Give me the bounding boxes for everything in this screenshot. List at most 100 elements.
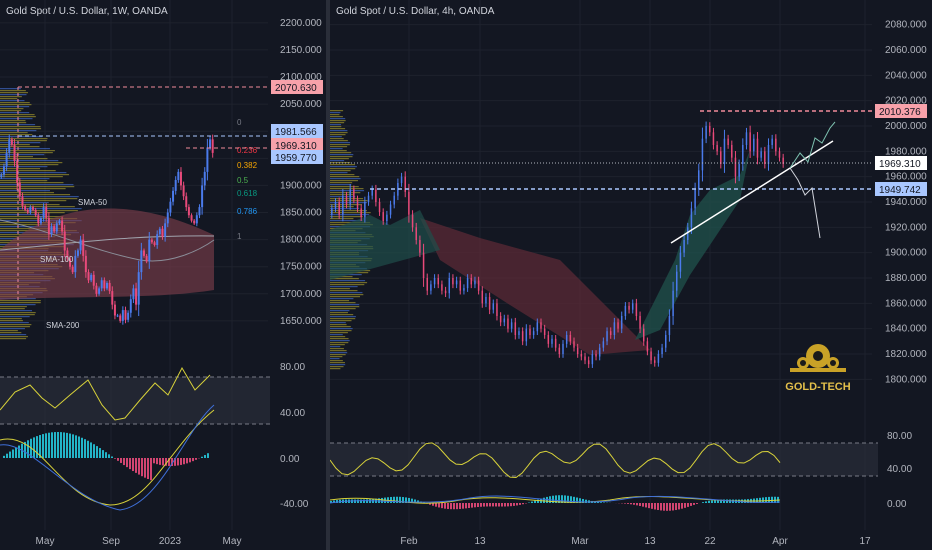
- histogram-bar: [24, 441, 26, 458]
- candle-body: [764, 151, 766, 164]
- candle-body: [356, 199, 359, 209]
- volume-profile-bar: [0, 186, 75, 188]
- histogram-bar: [396, 496, 398, 503]
- histogram-bar: [474, 503, 476, 508]
- volume-profile-bar: [330, 324, 347, 326]
- candle-body: [653, 360, 656, 363]
- candle-body: [404, 176, 406, 192]
- x-axis-tick: Sep: [102, 536, 120, 547]
- histogram-bar: [555, 495, 557, 503]
- volume-profile-bar: [0, 166, 48, 168]
- oscillator-band: [330, 443, 878, 476]
- volume-profile-bar: [0, 200, 67, 202]
- candle-body: [430, 284, 432, 291]
- volume-profile-bar: [330, 312, 348, 314]
- histogram-bar: [537, 499, 539, 503]
- histogram-bar: [177, 458, 179, 466]
- volume-profile-bar: [0, 128, 42, 130]
- histogram-bar: [381, 497, 383, 503]
- volume-profile-bar: [0, 150, 55, 152]
- volume-profile-bar: [330, 340, 350, 342]
- volume-profile-bar: [0, 106, 30, 108]
- candle-body: [0, 174, 3, 178]
- x-axis-tick: 13: [474, 536, 486, 547]
- candle-body: [609, 331, 612, 335]
- volume-profile-bar: [0, 154, 45, 156]
- candle-body: [642, 328, 645, 342]
- histogram-bar: [645, 503, 647, 508]
- candle-body: [452, 278, 454, 285]
- histogram-bar: [123, 458, 125, 466]
- histogram-bar: [534, 500, 536, 503]
- histogram-bar: [186, 458, 188, 464]
- candle-body: [21, 196, 24, 207]
- candle-body: [121, 310, 124, 321]
- volume-profile-bar: [330, 170, 351, 172]
- y-axis-tick: 2100.000: [280, 72, 322, 83]
- candle-body: [164, 223, 167, 237]
- candle-body: [16, 161, 19, 183]
- candle-body: [87, 272, 90, 281]
- weekly-chart-svg[interactable]: 2200.0002150.0002100.0002050.0002000.000…: [0, 0, 326, 550]
- histogram-bar: [201, 456, 203, 458]
- volume-profile-bar: [330, 328, 353, 330]
- y-axis-tick: 1850.000: [280, 208, 322, 219]
- candle-body: [723, 138, 726, 164]
- four-hour-chart-svg[interactable]: 2080.000 2060.000 2040.000 2020.000 2000.000…: [330, 0, 932, 550]
- y-axis-tick: 2000.000: [885, 121, 927, 132]
- sma-annotation: SMA-200: [46, 321, 80, 330]
- histogram-bar: [354, 499, 356, 503]
- histogram-bar: [63, 432, 65, 458]
- candle-body: [720, 151, 722, 164]
- volume-profile-bar: [330, 318, 356, 320]
- volume-profile-bar: [330, 336, 346, 338]
- candle-body: [203, 171, 206, 186]
- volume-profile-bar: [330, 364, 346, 366]
- pane-divider[interactable]: [326, 0, 330, 550]
- candle-body: [525, 328, 528, 342]
- four-hour-chart-pane[interactable]: Gold Spot / U.S. Dollar, 4h, OANDA 2080.…: [330, 0, 932, 550]
- volume-profile-bar: [330, 184, 352, 186]
- candle-body: [444, 290, 447, 294]
- histogram-bar: [519, 503, 521, 505]
- histogram-bar: [18, 445, 20, 458]
- histogram-bar: [543, 497, 545, 503]
- volume-profile-bar: [330, 164, 356, 166]
- candle-body: [411, 214, 414, 228]
- histogram-bar: [108, 454, 110, 458]
- candle-body: [140, 250, 143, 273]
- histogram-bar: [156, 458, 158, 465]
- candle-body: [466, 278, 469, 289]
- svg-text:GOLD-TECH: GOLD-TECH: [785, 381, 850, 393]
- histogram-bar: [105, 452, 107, 458]
- histogram-bar: [84, 439, 86, 458]
- price-label-box: [271, 80, 323, 94]
- volume-profile-bar: [0, 92, 28, 94]
- volume-profile-bar: [0, 188, 66, 190]
- candle-body: [132, 288, 135, 300]
- candle-body: [709, 126, 711, 133]
- volume-profile-bar: [0, 102, 30, 104]
- candle-body: [547, 335, 550, 344]
- candle-body: [58, 220, 61, 224]
- candle-body: [481, 290, 484, 304]
- candle-body: [195, 215, 198, 224]
- volume-profile-bar: [330, 136, 342, 138]
- histogram-bar: [129, 458, 131, 470]
- volume-profile-bar: [0, 306, 27, 308]
- volume-profile-bar: [330, 200, 368, 202]
- oscillator-tick: -40.00: [280, 499, 309, 510]
- histogram-bar: [147, 458, 149, 480]
- volume-profile-bar: [0, 320, 23, 322]
- volume-profile-bar: [330, 280, 366, 282]
- volume-profile-bar: [0, 134, 33, 136]
- y-axis-tick: 1750.000: [280, 262, 322, 273]
- histogram-bar: [477, 503, 479, 507]
- volume-profile-bar: [330, 112, 341, 114]
- candle-body: [179, 171, 182, 186]
- volume-profile-bar: [0, 210, 78, 212]
- histogram-bar: [714, 499, 716, 503]
- weekly-chart-pane[interactable]: Gold Spot / U.S. Dollar, 1W, OANDA 2200.…: [0, 0, 326, 550]
- sma-line: [0, 235, 215, 251]
- y-axis-tick: 2060.000: [885, 45, 927, 56]
